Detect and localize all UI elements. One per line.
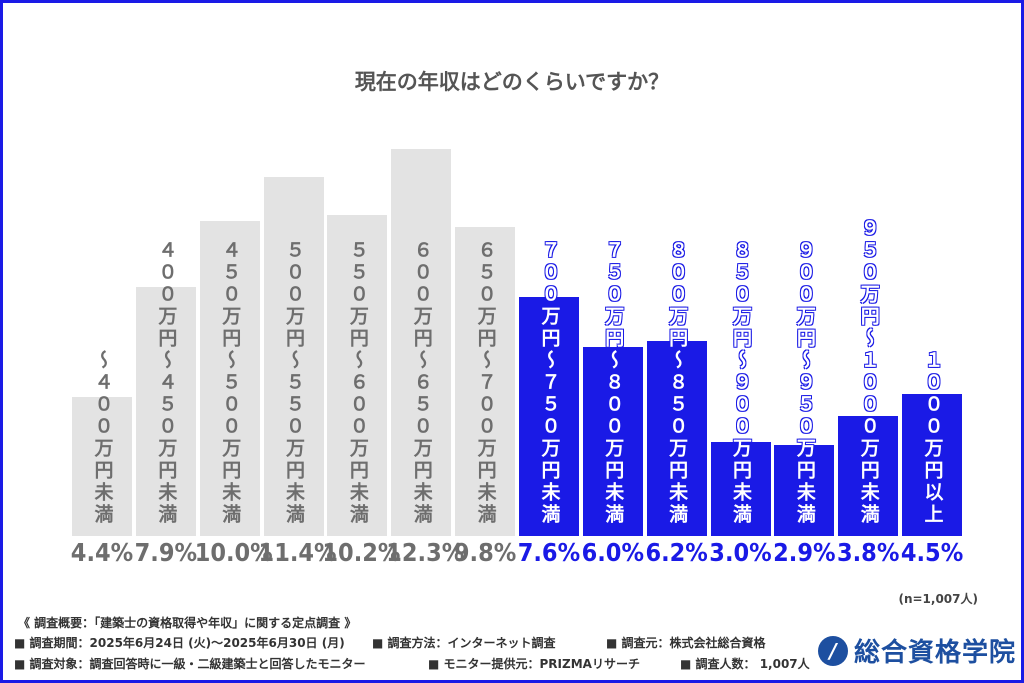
bar <box>838 416 899 536</box>
category-label: ５００万円〜５５０万円未満 <box>283 240 306 526</box>
category-label: ６５０万円〜７００万円未満 <box>474 240 497 526</box>
value-label: 10.0% <box>194 538 273 567</box>
value-label: 12.3% <box>386 538 465 567</box>
chart-title: 現在の年収はどのくらいですか？ <box>354 70 670 94</box>
value-label: 9.8% <box>453 538 517 567</box>
company-logo: / 総合資格学院 <box>818 632 1016 669</box>
value-label: 11.4% <box>258 538 337 567</box>
value-label: 2.9% <box>773 538 836 567</box>
bar-chart: 〜４００万円未満 4.4% ４００万円〜４５０万円未満 7.9% ４５０万円〜５００万円… <box>70 148 964 567</box>
bar <box>710 441 771 536</box>
category-label: 〜４００万円未満 <box>91 350 114 526</box>
survey-heading: 《 調査概要：「建築士の資格取得や年収」に関する定点調査 》 <box>18 616 357 630</box>
survey-target: ■ 調査対象：調査回答時に一級・二級建築士と回答したモニター <box>14 657 366 671</box>
bar <box>582 347 643 536</box>
survey-count: ■ 調査人数： 1,007人 <box>680 657 810 671</box>
bar <box>455 227 516 536</box>
bar <box>518 296 579 536</box>
value-label: 3.0% <box>709 538 772 567</box>
monitor-provider: ■ モニター提供元：PRIZMAリサーチ <box>428 657 640 671</box>
category-label: ５５０万円〜６００万円未満 <box>346 240 369 526</box>
bar <box>199 221 260 536</box>
category-label: ４００万円〜４５０万円未満 <box>155 240 178 526</box>
value-label: 4.5% <box>900 538 964 567</box>
value-label: 10.2% <box>322 538 401 567</box>
logo-mark-icon: / <box>818 635 848 666</box>
logo-text: 総合資格学院 <box>854 638 1017 668</box>
category-label: ７５０万円〜８００万円未満 <box>602 240 625 526</box>
category-label: ８００万円〜８５０万円未満 <box>666 240 689 526</box>
value-label: 7.6% <box>517 538 581 567</box>
survey-method: ■ 調査方法：インターネット調査 <box>372 636 556 650</box>
survey-source: ■ 調査元：株式会社総合資格 <box>606 636 766 650</box>
category-label: ７００万円〜７５０万円未満 <box>538 240 561 526</box>
category-label: ９００万円〜９５０万円未満 <box>793 240 816 526</box>
category-label: ８５０万円〜９００万円未満 <box>730 240 752 526</box>
bar <box>327 214 388 536</box>
category-label: ４５０万円〜５００万円未満 <box>219 240 242 526</box>
bar <box>902 394 963 536</box>
category-label: １０００万円以上 <box>921 350 944 526</box>
value-label: 7.9% <box>134 538 198 567</box>
bar <box>774 444 835 536</box>
bar <box>72 397 132 536</box>
bar <box>135 287 196 536</box>
category-label: ９５０万円〜１０００万円未満 <box>857 218 880 526</box>
value-label: 3.8% <box>836 538 900 567</box>
bar <box>263 176 324 536</box>
sample-size-note: (n=1,007人) <box>898 592 978 606</box>
bar <box>646 340 707 536</box>
survey-period: ■ 調査期間：2025年6月24日 (火)〜2025年6月30日 (月) <box>14 636 345 650</box>
category-label: ６００万円〜６５０万円未満 <box>410 240 433 526</box>
bar <box>391 148 452 536</box>
value-label: 4.4% <box>70 538 134 567</box>
value-label: 6.2% <box>645 538 708 567</box>
value-label: 6.0% <box>581 538 644 567</box>
